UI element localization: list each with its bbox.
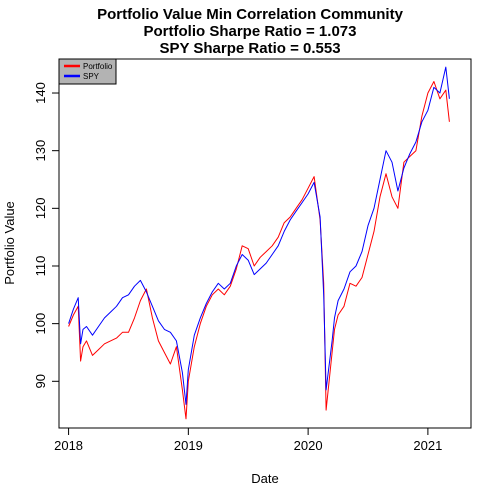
x-tick-label: 2018 [54, 438, 83, 453]
y-tick-label: 140 [33, 82, 48, 104]
series-line-portfolio [68, 81, 450, 420]
y-tick-label: 120 [33, 197, 48, 219]
y-tick-label: 110 [33, 256, 48, 277]
y-tick-label: 100 [33, 313, 48, 335]
y-tick-label: 130 [33, 140, 48, 162]
series-line-spy [68, 66, 450, 405]
chart-title: Portfolio Value Min Correlation Communit… [97, 6, 404, 23]
x-tick-label: 2020 [294, 438, 323, 453]
legend-box [58, 58, 117, 85]
x-tick-label: 2019 [174, 438, 203, 453]
chart-subtitle-portfolio: Portfolio Sharpe Ratio = 1.073 [144, 23, 357, 40]
y-tick-label: 90 [33, 374, 48, 388]
chart-subtitle-spy: SPY Sharpe Ratio = 0.553 [159, 40, 340, 57]
legend: Portfolio SPY [58, 58, 117, 85]
legend-label-spy: SPY [83, 72, 100, 81]
series-layer [68, 66, 450, 420]
x-axis: 2018 2019 2020 2021 [54, 428, 442, 453]
y-axis-label: Portfolio Value [2, 201, 17, 285]
x-tick-label: 2021 [413, 438, 442, 453]
y-axis: 90 100 110 120 130 140 [33, 82, 59, 389]
legend-label-portfolio: Portfolio [83, 62, 113, 71]
plot-frame [58, 58, 472, 429]
x-axis-label: Date [251, 471, 278, 486]
